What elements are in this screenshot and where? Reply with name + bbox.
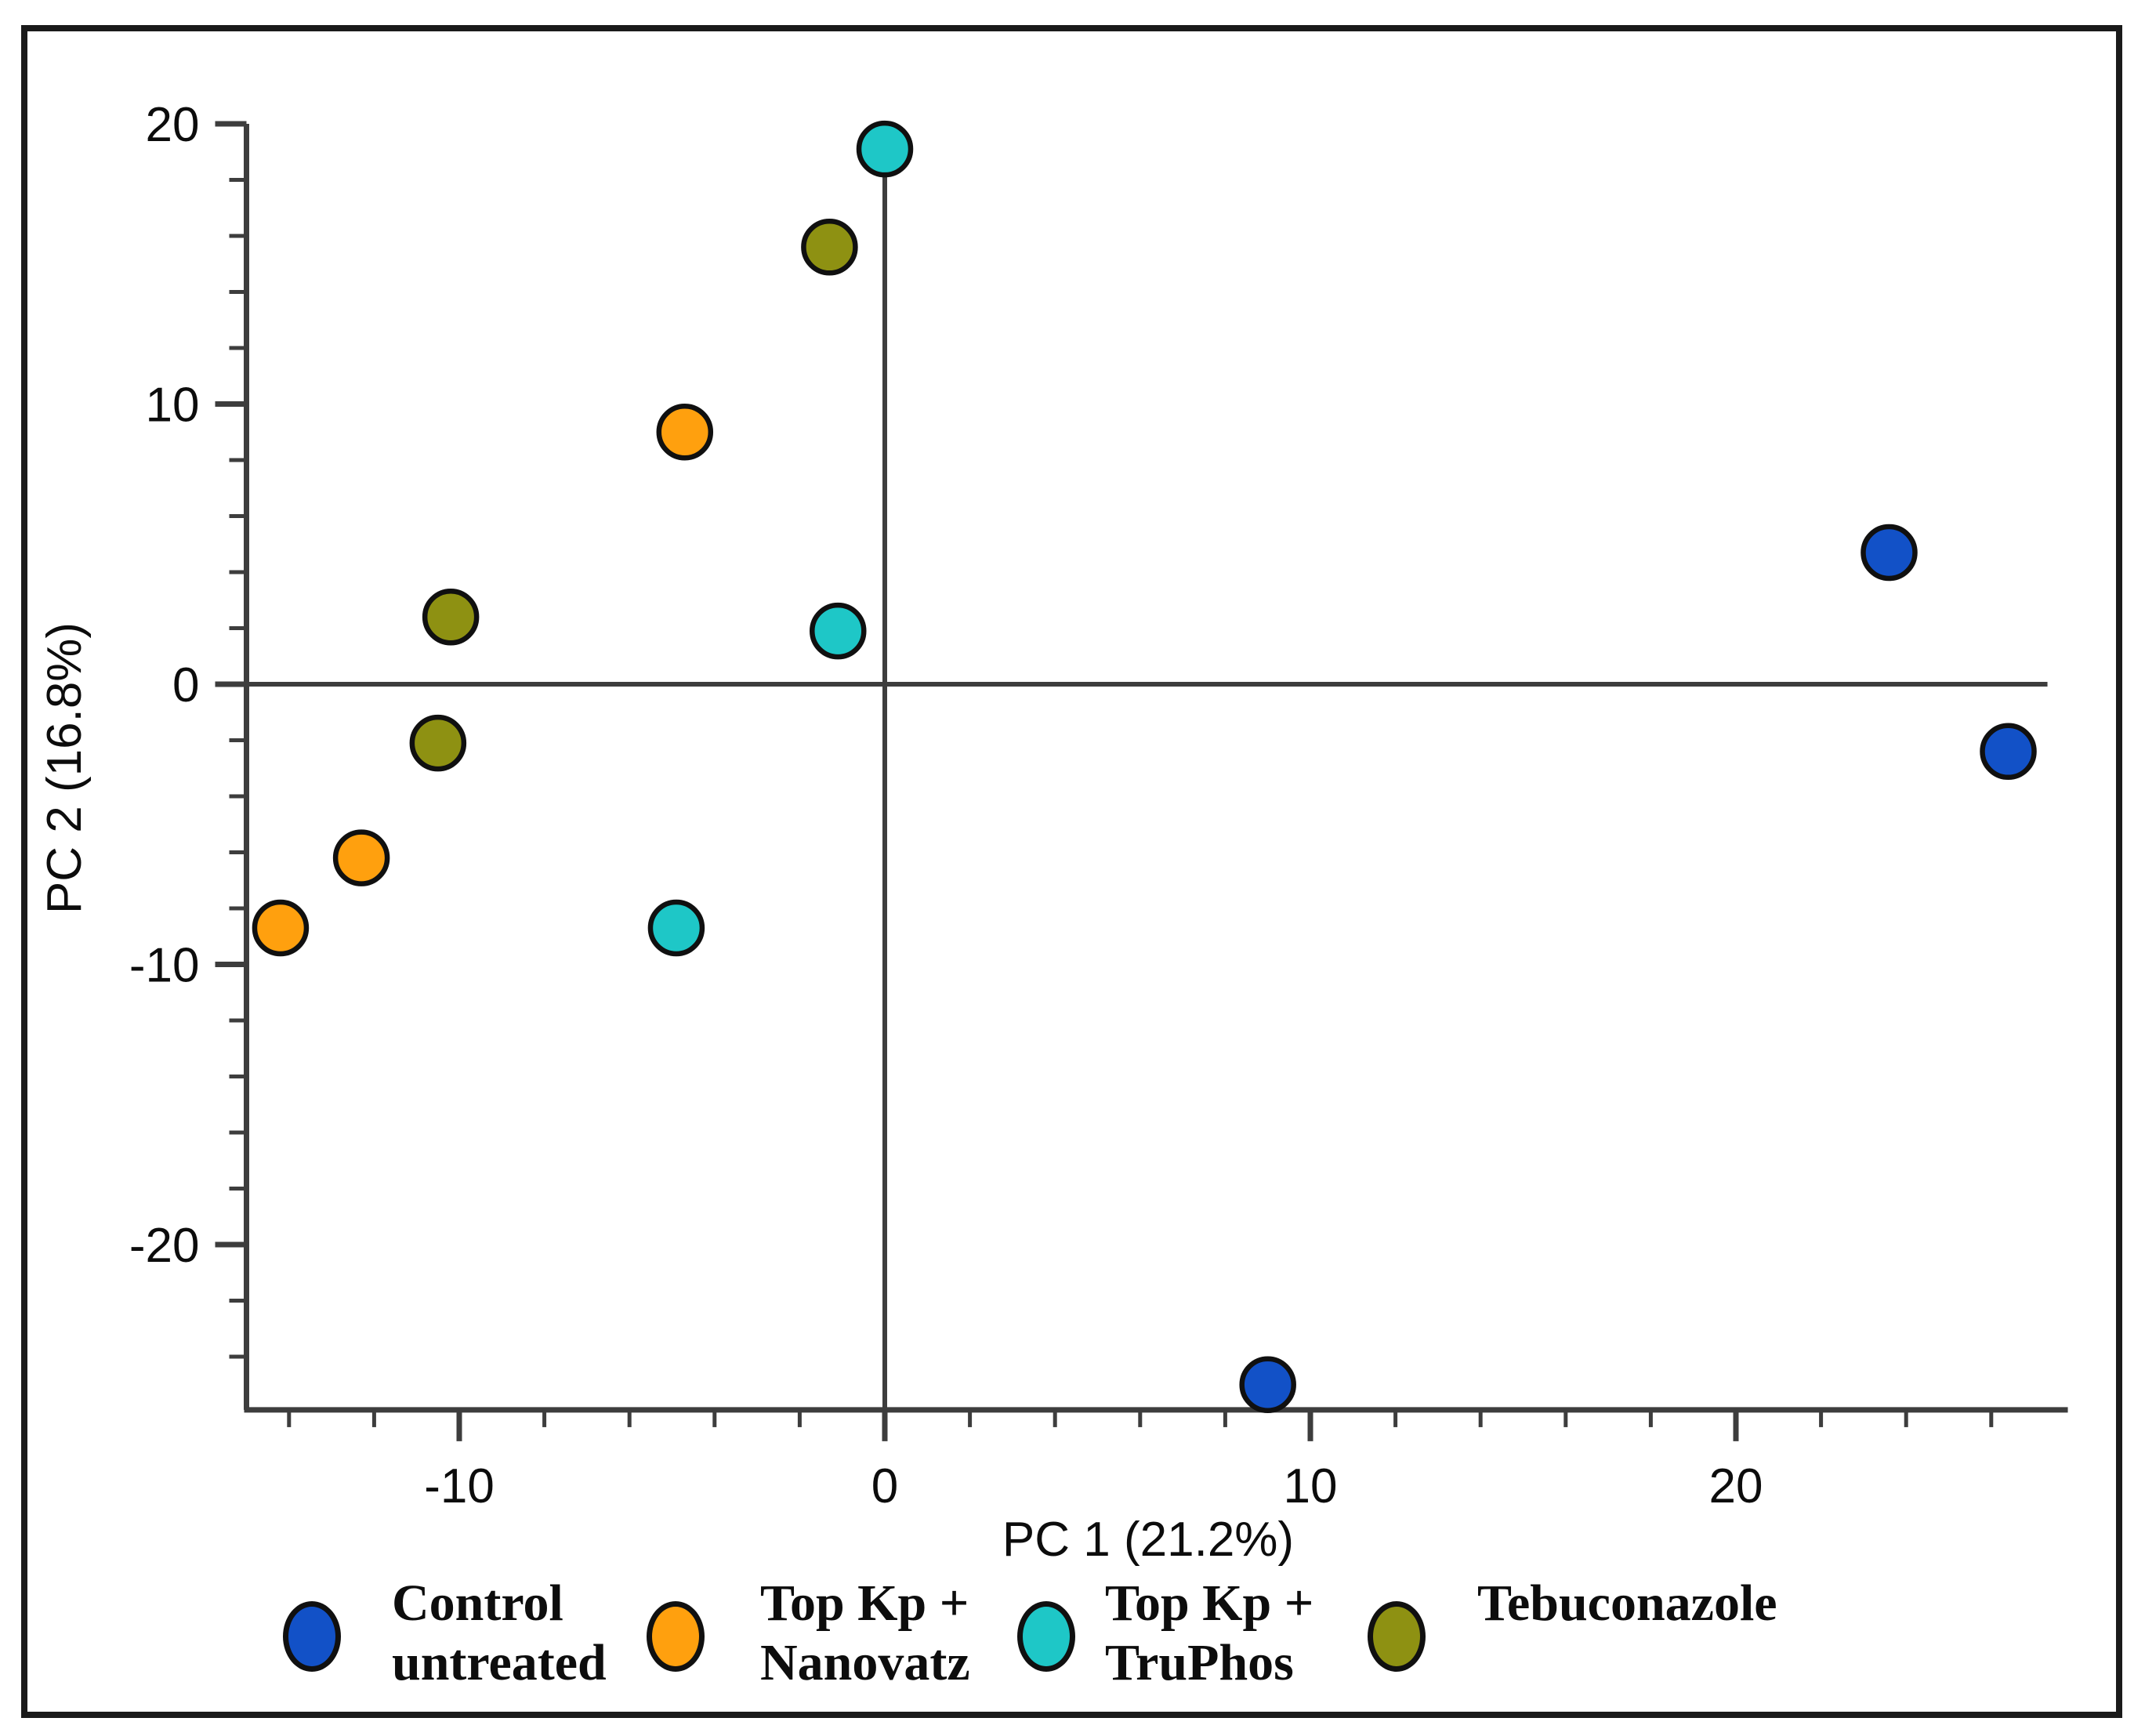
x-tick-label: 0 [871, 1459, 898, 1513]
figure-border [21, 25, 2122, 1718]
legend-marker-top-kp-truphos-icon [1017, 1601, 1075, 1672]
x-axis-title: PC 1 (21.2%) [1002, 1513, 1294, 1567]
legend-label-line: TruPhos [1105, 1634, 1294, 1691]
legend-label-line: Tebuconazole [1477, 1575, 1777, 1632]
legend-label-line: untreated [392, 1634, 607, 1691]
legend-label-line: Control [392, 1575, 563, 1632]
y-axis-title: PC 2 (16.8%) [38, 622, 92, 914]
legend-marker-control-untreated-icon [283, 1601, 341, 1672]
legend-label-line: Top Kp + [1105, 1575, 1314, 1632]
legend-label-tebuconazole: Tebuconazole [1477, 1574, 1777, 1633]
data-point [409, 714, 467, 772]
data-point [332, 829, 390, 886]
x-tick-label: 10 [1284, 1459, 1338, 1513]
data-point [1980, 723, 2037, 781]
data-point [252, 899, 310, 957]
legend-label-line: Top Kp + [760, 1575, 969, 1632]
data-point [856, 120, 914, 178]
legend-label-top-kp-nanovatz: Top Kp + Nanovatz [760, 1574, 970, 1693]
data-point [810, 602, 867, 660]
legend-label-control-untreated: Control untreated [392, 1574, 607, 1693]
data-point [422, 588, 480, 646]
legend-label-line: Nanovatz [760, 1634, 970, 1691]
x-tick-label: 20 [1709, 1459, 1763, 1513]
y-tick-label: 10 [146, 379, 200, 433]
y-tick-label: 20 [146, 98, 200, 152]
data-point [801, 219, 858, 276]
y-tick-label: -10 [129, 939, 200, 993]
x-tick-label: -10 [424, 1459, 495, 1513]
legend-marker-top-kp-nanovatz-icon [647, 1601, 705, 1672]
data-point [1239, 1356, 1296, 1413]
legend-label-top-kp-truphos: Top Kp + TruPhos [1105, 1574, 1313, 1693]
y-tick-label: -20 [129, 1219, 200, 1273]
legend-marker-tebuconazole-icon [1368, 1601, 1426, 1672]
data-point [647, 899, 705, 957]
data-point [656, 404, 714, 461]
y-tick-label: 0 [172, 658, 199, 712]
data-point [1861, 524, 1918, 582]
